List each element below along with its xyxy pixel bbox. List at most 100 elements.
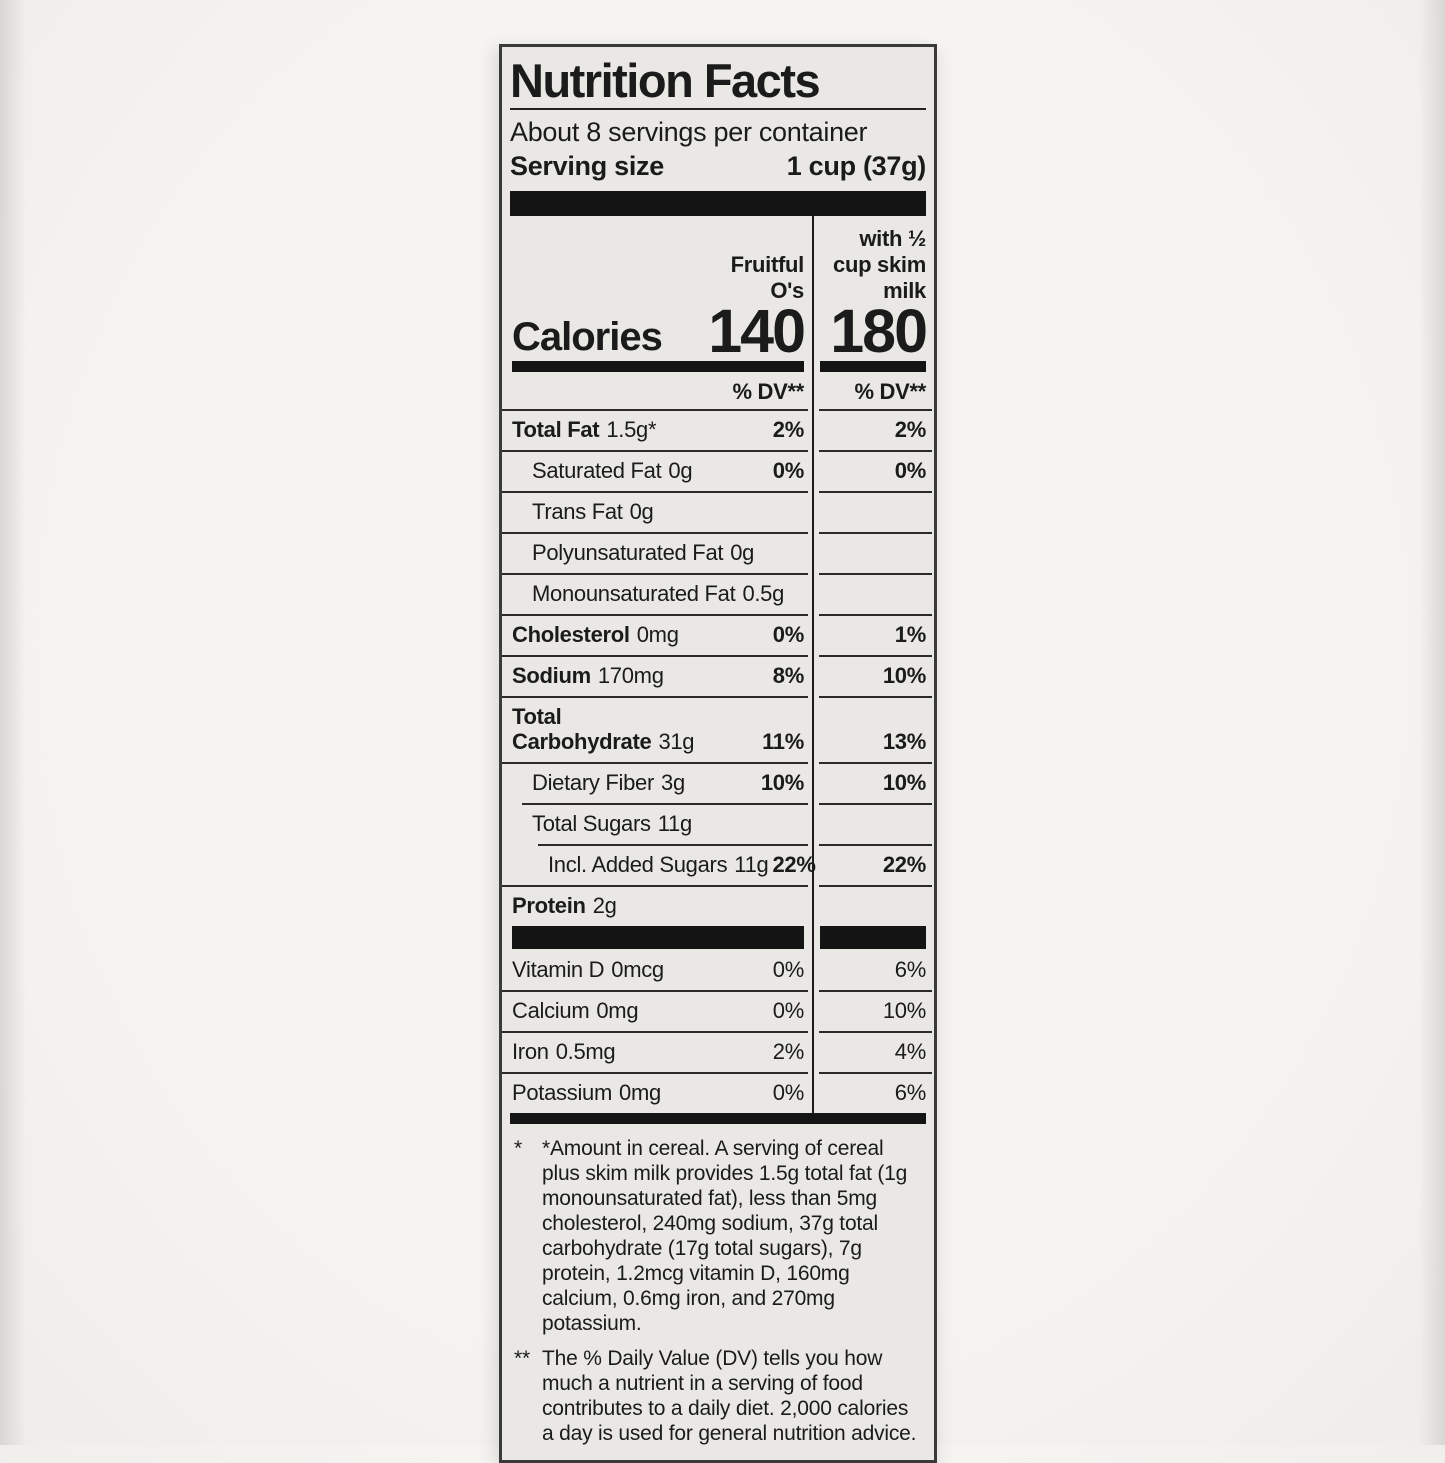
footnotes: * *Amount in cereal. A serving of cereal… — [502, 1124, 934, 1460]
nutrient-name: Monounsaturated Fat — [532, 581, 736, 607]
dv-cereal: 0% — [772, 957, 805, 983]
nutrient-amount: 11g — [734, 852, 769, 878]
dv-cereal: 0% — [772, 622, 805, 648]
dv-cereal: 2% — [772, 1039, 805, 1065]
nutrient-amount: 0g — [629, 499, 654, 525]
nutrient-amount: 11g — [657, 811, 692, 837]
column-header-with-milk: with ½ cup skim milk — [833, 226, 926, 304]
nutrient-row-added-sugars: Incl. Added Sugars 11g 22% 22% — [502, 844, 934, 886]
footnote-text: *Amount in cereal. A serving of cereal p… — [542, 1137, 908, 1336]
nutrient-amount: 0mcg — [611, 957, 664, 983]
dv-with-milk: 10% — [882, 998, 926, 1024]
dv-with-milk: 2% — [894, 417, 927, 443]
daily-value-header-row: % DV** % DV** — [502, 374, 934, 410]
dv-header-cereal: % DV** — [732, 379, 804, 405]
nutrient-amount: 0mg — [636, 622, 679, 648]
nutrient-name: Calcium — [512, 998, 590, 1024]
serving-size-label: Serving size — [510, 151, 664, 182]
footnote-marker: ** — [514, 1347, 530, 1371]
nutrient-amount: 2g — [592, 893, 617, 919]
servings-per-container: About 8 servings per container — [510, 117, 868, 148]
header-divider-bar — [510, 191, 926, 217]
nutrient-name: Potassium — [512, 1080, 613, 1106]
column-header-cereal: Fruitful O's — [730, 252, 805, 304]
nutrient-amount: 31g — [658, 729, 695, 755]
nutrient-row-monounsaturated-fat: Monounsaturated Fat 0.5g — [502, 573, 934, 615]
dv-with-milk: 10% — [882, 770, 926, 796]
calories-value-cereal: 140 — [708, 297, 806, 366]
footnote-daily-value: ** The % Daily Value (DV) tells you how … — [514, 1346, 924, 1446]
nutrient-name: Sodium — [512, 663, 591, 689]
calories-bar-left — [512, 361, 804, 373]
micronutrients-divider-bar — [510, 1113, 926, 1125]
dv-cereal: 8% — [772, 663, 805, 689]
calories-row: Calories 140 180 — [502, 297, 934, 366]
dv-with-milk: 4% — [894, 1039, 927, 1065]
calories-value-with-milk: 180 — [830, 297, 928, 366]
nutrient-name: Cholesterol — [512, 622, 630, 648]
nutrient-row-cholesterol: Cholesterol 0mg 0% 1% — [502, 614, 934, 656]
column-headers: Fruitful O's with ½ cup skim milk — [502, 216, 934, 305]
nutrient-row-iron: Iron 0.5mg 2% 4% — [502, 1031, 934, 1073]
nutrient-amount: 170mg — [597, 663, 664, 689]
nutrient-row-protein: Protein 2g — [502, 885, 934, 927]
nutrient-row-trans-fat: Trans Fat 0g — [502, 491, 934, 533]
nutrient-name: Dietary Fiber — [532, 770, 655, 796]
calories-label: Calories — [512, 315, 663, 360]
serving-size-row: Serving size 1 cup (37g) — [510, 151, 926, 182]
dv-cereal: 0% — [772, 1080, 805, 1106]
nutrient-name: Iron — [512, 1039, 549, 1065]
footnote-marker: * — [514, 1137, 522, 1161]
nutrient-amount: 0.5g — [742, 581, 785, 607]
nutrient-name: Total Fat — [512, 417, 600, 443]
calories-underline — [502, 358, 934, 375]
protein-bar-left — [512, 926, 804, 950]
nutrient-row-polyunsaturated-fat: Polyunsaturated Fat 0g — [502, 532, 934, 574]
nutrition-facts-label: Nutrition Facts About 8 servings per con… — [499, 44, 937, 1463]
nutrient-row-saturated-fat: Saturated Fat 0g 0% 0% — [502, 450, 934, 492]
photo-left-shadow — [0, 0, 26, 1445]
footnote-text: The % Daily Value (DV) tells you how muc… — [542, 1347, 917, 1446]
protein-bar-right — [820, 926, 926, 950]
dv-with-milk: 0% — [894, 458, 927, 484]
nutrient-name: Polyunsaturated Fat — [532, 540, 724, 566]
nutrient-row-potassium: Potassium 0mg 0% 6% — [502, 1072, 934, 1114]
calories-bar-right — [820, 361, 926, 373]
nutrient-name: Total Sugars — [532, 811, 651, 837]
dv-cereal: 0% — [772, 458, 805, 484]
nutrient-name: Trans Fat — [532, 499, 623, 525]
photo-right-shadow — [1419, 0, 1445, 1445]
nutrient-amount: 0.5mg — [555, 1039, 616, 1065]
nutrient-row-sodium: Sodium 170mg 8% 10% — [502, 655, 934, 697]
nutrient-row-total-sugars: Total Sugars 11g — [502, 803, 934, 845]
dv-cereal: 0% — [772, 998, 805, 1024]
nutrient-amount: 1.5g* — [606, 417, 657, 443]
dv-header-with-milk: % DV** — [854, 379, 926, 405]
nutrient-name: Protein — [512, 893, 586, 919]
protein-divider-bar — [502, 926, 934, 950]
dv-cereal: 2% — [772, 417, 805, 443]
nutrient-row-calcium: Calcium 0mg 0% 10% — [502, 990, 934, 1032]
nutrient-row-dietary-fiber: Dietary Fiber 3g 10% 10% — [502, 762, 934, 804]
dv-with-milk: 1% — [894, 622, 927, 648]
label-title: Nutrition Facts — [510, 56, 926, 111]
dv-with-milk: 10% — [882, 663, 926, 689]
nutrient-name: Incl. Added Sugars — [548, 852, 728, 878]
nutrient-amount: 0mg — [619, 1080, 661, 1106]
nutrient-name: Total Carbohydrate — [512, 704, 652, 755]
dv-with-milk: 6% — [894, 957, 927, 983]
serving-size-value: 1 cup (37g) — [786, 151, 927, 182]
nutrient-amount: 3g — [661, 770, 685, 796]
nutrient-row-total-fat: Total Fat 1.5g* 2% 2% — [502, 409, 934, 451]
nutrient-amount: 0g — [730, 540, 755, 566]
nutrient-amount: 0g — [668, 458, 693, 484]
nutrient-name: Saturated Fat — [532, 458, 662, 484]
nutrient-row-vitamin-d: Vitamin D 0mcg 0% 6% — [502, 949, 934, 991]
dv-with-milk: 6% — [894, 1080, 927, 1106]
nutrient-row-total-carbohydrate: Total Carbohydrate 31g 11% 13% — [502, 696, 934, 763]
dv-cereal: 22% — [772, 852, 816, 878]
nutrient-amount: 0mg — [596, 998, 639, 1024]
nutrient-name: Vitamin D — [512, 957, 605, 983]
dv-with-milk: 13% — [882, 729, 926, 755]
dv-with-milk: 22% — [882, 852, 926, 878]
